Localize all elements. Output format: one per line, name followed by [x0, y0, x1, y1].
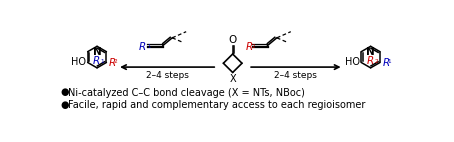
Text: X: X [229, 74, 236, 84]
Text: N: N [366, 47, 375, 58]
Text: $R$: $R$ [108, 56, 116, 68]
Text: ●: ● [61, 100, 69, 110]
Text: $R$: $R$ [366, 54, 374, 66]
Text: $^2$: $^2$ [251, 43, 256, 52]
Text: HO: HO [345, 58, 360, 67]
Text: Ni-catalyzed C–C bond cleavage (X = NTs, NBoc): Ni-catalyzed C–C bond cleavage (X = NTs,… [68, 87, 305, 98]
Text: $^1$: $^1$ [100, 58, 105, 67]
Text: $^1$: $^1$ [387, 59, 392, 68]
Text: $^2$: $^2$ [114, 59, 118, 68]
Text: ●: ● [61, 87, 69, 98]
Text: $R$: $R$ [92, 54, 100, 66]
Text: $R$: $R$ [138, 39, 146, 52]
Text: Facile, rapid and complementary access to each regioisomer: Facile, rapid and complementary access t… [68, 100, 365, 110]
Text: 2–4 steps: 2–4 steps [146, 71, 189, 80]
Text: $R$: $R$ [381, 56, 390, 68]
Text: $R$: $R$ [245, 39, 253, 52]
Text: O: O [228, 35, 237, 45]
Text: N: N [93, 47, 101, 58]
Text: HO: HO [71, 58, 86, 67]
Text: 2–4 steps: 2–4 steps [274, 71, 317, 80]
Text: $^2$: $^2$ [374, 58, 379, 67]
Text: $^1$: $^1$ [147, 43, 152, 52]
